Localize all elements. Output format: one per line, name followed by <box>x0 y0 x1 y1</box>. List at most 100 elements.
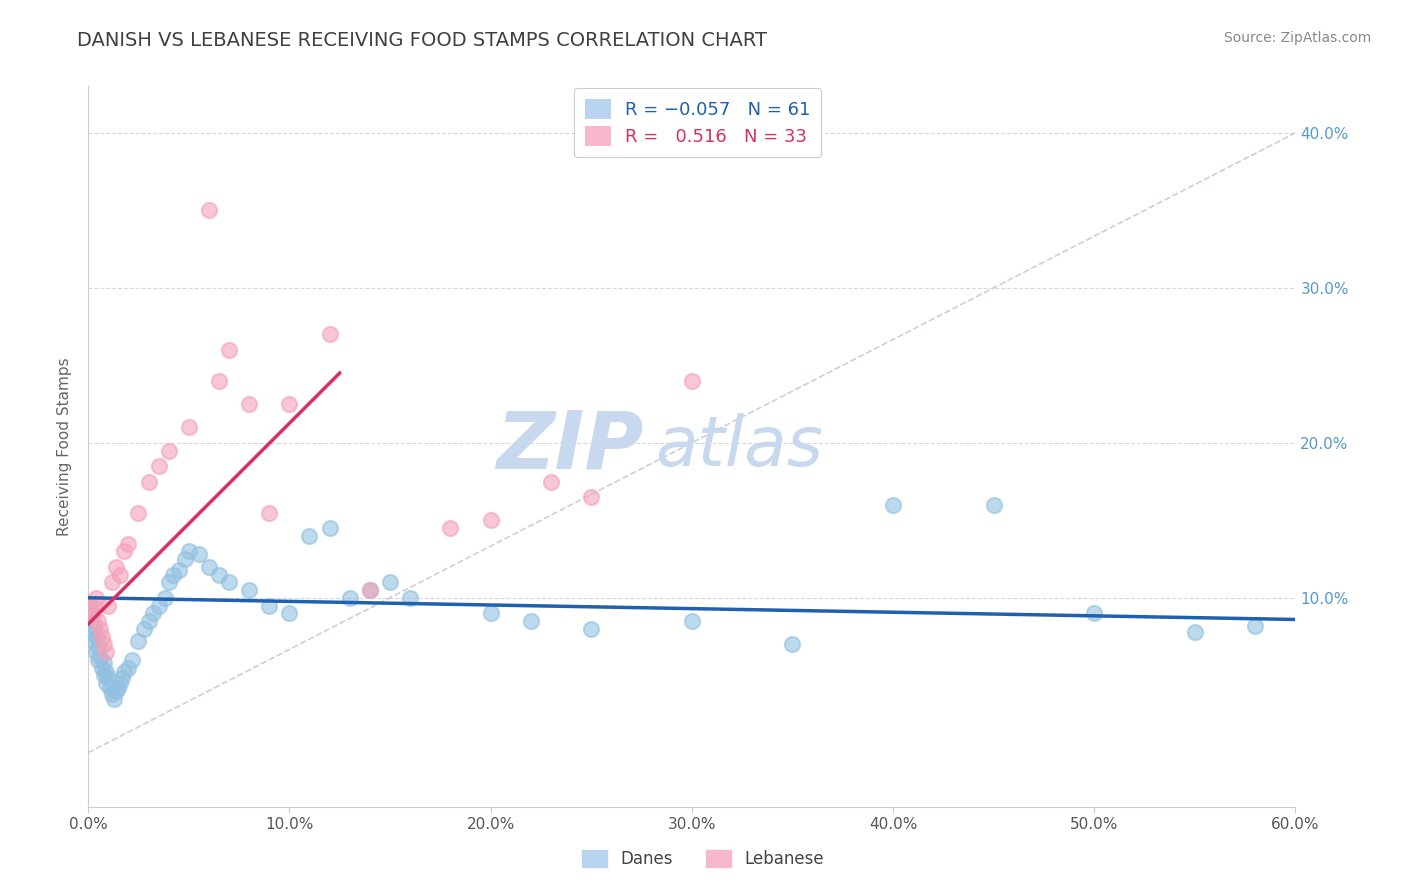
Point <box>153 591 176 605</box>
Point <box>1184 624 1206 639</box>
Point <box>97 671 120 685</box>
Point <box>162 567 184 582</box>
Point <box>148 599 170 613</box>
Point <box>318 327 340 342</box>
Point <box>121 653 143 667</box>
Point <box>208 567 231 582</box>
Point <box>520 614 543 628</box>
Point <box>83 599 105 613</box>
Point <box>93 637 115 651</box>
Point <box>983 498 1005 512</box>
Point <box>681 614 703 628</box>
Point <box>84 630 107 644</box>
Point <box>89 649 111 664</box>
Point <box>82 607 104 621</box>
Point <box>238 397 260 411</box>
Point <box>238 582 260 597</box>
Point <box>177 544 200 558</box>
Point <box>127 506 149 520</box>
Point <box>111 671 134 685</box>
Point <box>83 618 105 632</box>
Legend: R = −0.057   N = 61, R =   0.516   N = 33: R = −0.057 N = 61, R = 0.516 N = 33 <box>575 88 821 157</box>
Point <box>117 660 139 674</box>
Point <box>157 575 180 590</box>
Point <box>134 622 156 636</box>
Point <box>112 544 135 558</box>
Point <box>101 575 124 590</box>
Point <box>127 634 149 648</box>
Point <box>218 343 240 357</box>
Point <box>579 622 602 636</box>
Point <box>91 660 114 674</box>
Point <box>138 475 160 489</box>
Point <box>87 614 110 628</box>
Point <box>105 683 128 698</box>
Point <box>141 607 163 621</box>
Point <box>93 656 115 670</box>
Point <box>117 536 139 550</box>
Point <box>112 665 135 680</box>
Point <box>318 521 340 535</box>
Point <box>198 559 221 574</box>
Point <box>359 582 381 597</box>
Point <box>579 490 602 504</box>
Text: atlas: atlas <box>655 413 824 480</box>
Text: DANISH VS LEBANESE RECEIVING FOOD STAMPS CORRELATION CHART: DANISH VS LEBANESE RECEIVING FOOD STAMPS… <box>77 31 768 50</box>
Y-axis label: Receiving Food Stamps: Receiving Food Stamps <box>58 358 72 536</box>
Point <box>96 676 118 690</box>
Point <box>103 691 125 706</box>
Point <box>98 681 121 695</box>
Point <box>479 513 502 527</box>
Point <box>359 582 381 597</box>
Point <box>439 521 461 535</box>
Point <box>187 547 209 561</box>
Point <box>157 443 180 458</box>
Point <box>96 645 118 659</box>
Point <box>84 645 107 659</box>
Point <box>101 687 124 701</box>
Point <box>87 640 110 655</box>
Point <box>540 475 562 489</box>
Point <box>138 614 160 628</box>
Point <box>173 552 195 566</box>
Point <box>105 559 128 574</box>
Point <box>339 591 361 605</box>
Point <box>148 458 170 473</box>
Point <box>882 498 904 512</box>
Point <box>1083 607 1105 621</box>
Point <box>96 665 118 680</box>
Point <box>82 624 104 639</box>
Point <box>208 374 231 388</box>
Point <box>79 603 101 617</box>
Point <box>82 609 104 624</box>
Point <box>177 420 200 434</box>
Point <box>79 599 101 613</box>
Point <box>93 668 115 682</box>
Point <box>79 614 101 628</box>
Point <box>97 599 120 613</box>
Point <box>218 575 240 590</box>
Point <box>479 607 502 621</box>
Point <box>83 634 105 648</box>
Point <box>257 599 280 613</box>
Point <box>681 374 703 388</box>
Point <box>298 529 321 543</box>
Point <box>378 575 401 590</box>
Legend: Danes, Lebanese: Danes, Lebanese <box>575 843 831 875</box>
Point <box>167 563 190 577</box>
Point <box>782 637 804 651</box>
Point <box>1244 618 1267 632</box>
Point <box>89 622 111 636</box>
Point <box>110 676 132 690</box>
Point <box>87 653 110 667</box>
Point <box>278 607 301 621</box>
Point <box>110 567 132 582</box>
Point <box>84 591 107 605</box>
Point <box>257 506 280 520</box>
Point <box>107 681 129 695</box>
Text: ZIP: ZIP <box>496 408 644 485</box>
Point <box>91 630 114 644</box>
Point <box>278 397 301 411</box>
Text: Source: ZipAtlas.com: Source: ZipAtlas.com <box>1223 31 1371 45</box>
Point <box>399 591 422 605</box>
